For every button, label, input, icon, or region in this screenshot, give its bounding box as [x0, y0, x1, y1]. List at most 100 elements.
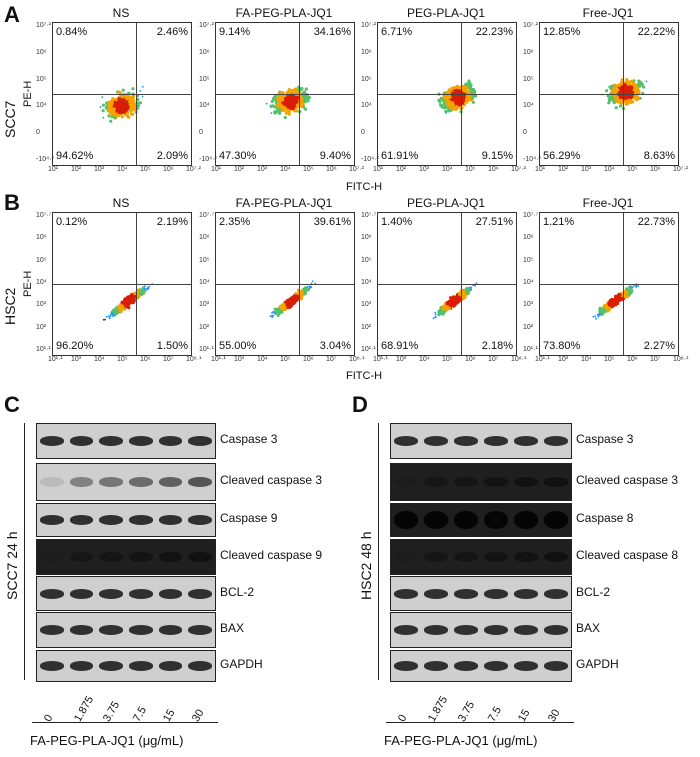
lane-label: 1.875 [71, 694, 96, 724]
blot-band [394, 661, 418, 671]
flow-plot: 1.21% 22.73% 73.80% 2.27% [539, 212, 679, 356]
y-tick-label: 0 [361, 129, 365, 137]
blot-strip [36, 503, 216, 537]
blot-band [188, 625, 212, 635]
flow-plot: 1.40% 27.51% 68.91% 2.18% [377, 212, 517, 356]
plot-title: Free-JQ1 [582, 6, 634, 20]
x-tick-label: 10³ [71, 356, 82, 363]
x-tick-label: 10⁶ [627, 356, 638, 363]
x-tick-label: 10⁸·¹ [349, 356, 365, 363]
x-tick-label: 10¹·¹ [535, 356, 550, 363]
blot-band [484, 552, 508, 562]
x-tick-label: 10¹·¹ [373, 356, 388, 363]
blot-band [544, 552, 568, 562]
protein-label: Cleaved caspase 3 [220, 473, 323, 487]
y-tick-label: 10⁵ [199, 75, 210, 83]
blot-band [424, 588, 448, 599]
scatter-density [432, 282, 478, 320]
y-tick-label: 10⁴ [361, 279, 372, 286]
y-tick-label: 10² [199, 323, 210, 331]
blot-band [158, 661, 183, 671]
protein-label: Cleaved caspase 8 [576, 548, 679, 562]
blot-band [514, 511, 538, 529]
blot-band [40, 552, 64, 562]
blot-band [188, 552, 212, 562]
quadrant-percent-lr: 2.27% [643, 340, 675, 352]
blot-band [69, 477, 94, 487]
quadrant-percent-lr: 3.04% [319, 340, 351, 352]
y-tick-label: 10⁵ [36, 256, 47, 264]
flow-plot: 12.85% 22.22% 56.29% 8.63% [539, 22, 679, 166]
blot-band [188, 661, 212, 671]
blot-strip [390, 576, 572, 611]
blot-band [544, 661, 568, 671]
quadrant-percent-lr: 1.50% [156, 340, 188, 352]
blot-row-label: SCC7 24 h [4, 531, 20, 600]
blot-band [484, 661, 508, 671]
x-tick-label: 10⁵ [117, 356, 128, 363]
blot-band [424, 661, 448, 671]
blot-band [99, 477, 123, 487]
y-tick-label: 10⁶ [36, 48, 47, 56]
blot-band [99, 436, 123, 446]
quadrant-percent-lr: 9.15% [481, 150, 513, 162]
y-tick-label: 10⁷·² [361, 22, 376, 29]
blot-band [484, 477, 508, 487]
quadrant-percent-ul: 9.14% [219, 26, 251, 38]
x-tick-label: 10⁵ [604, 356, 615, 363]
y-tick-label: 0 [523, 129, 527, 137]
quadrant-percent-ul: 0.84% [56, 26, 88, 38]
blot-band [544, 477, 568, 487]
x-tick-label: 10⁵ [442, 356, 453, 363]
blot-band [394, 625, 418, 635]
y-tick-label: 10¹·¹ [199, 346, 214, 353]
x-tick-label: 10⁴ [94, 356, 105, 363]
quadrant-percent-ll: 73.80% [543, 340, 581, 352]
blot-band [129, 588, 153, 599]
blot-band [394, 477, 418, 487]
flow-plot: 0.12% 2.19% 96.20% 1.50% [52, 212, 192, 356]
y-tick-label: -10⁴·² [361, 156, 379, 163]
quadrant-percent-ll: 55.00% [219, 340, 257, 352]
protein-label: BAX [220, 621, 245, 635]
x-tick-label: 10⁸·¹ [186, 356, 202, 363]
protein-label: Caspase 3 [220, 432, 278, 446]
blot-strip [36, 576, 216, 611]
y-tick-label: 10⁶ [36, 234, 47, 242]
x-tick-label: 10⁵ [280, 356, 291, 363]
y-tick-label: 10⁵ [199, 256, 210, 264]
x-tick-label: 10⁷·² [349, 166, 364, 173]
blot-band [99, 588, 123, 599]
blot-band [514, 552, 538, 562]
protein-label: BAX [576, 621, 601, 635]
blot-band [484, 625, 508, 635]
blot-band [544, 625, 568, 635]
x-tick-label: 10⁴ [117, 166, 128, 173]
treatment-axis-title: FA-PEG-PLA-JQ1 (μg/mL) [384, 733, 538, 748]
blot-band [129, 552, 153, 562]
blot-strip [36, 612, 216, 648]
side-bracket [378, 423, 379, 680]
blot-band [40, 515, 64, 525]
x-tick-label: 10⁴ [280, 166, 291, 173]
y-axis-label: PE-H [22, 80, 34, 107]
y-tick-label: 10⁴ [523, 102, 534, 110]
x-tick-label: 10¹ [373, 166, 384, 173]
blot-band [188, 477, 212, 487]
y-tick-label: 10⁷·² [523, 22, 538, 29]
quadrant-percent-lr: 2.18% [481, 340, 513, 352]
quadrant-percent-ur: 39.61% [313, 216, 351, 228]
lane-label: 1.875 [426, 694, 451, 724]
blot-band [514, 477, 538, 487]
blot-band [99, 552, 123, 562]
protein-label: BCL-2 [576, 584, 611, 599]
y-tick-label: 10⁶ [361, 48, 372, 56]
blot-strip [36, 650, 216, 682]
y-tick-label: 10⁷·⁷ [199, 212, 215, 219]
x-tick-label: 10⁴ [257, 356, 268, 363]
flow-plot: 2.35% 39.61% 55.00% 3.04% [215, 212, 355, 356]
blot-band [394, 436, 418, 446]
blot-band [424, 436, 448, 446]
blot-band [69, 661, 94, 671]
panel-letter-d: D [352, 392, 368, 417]
